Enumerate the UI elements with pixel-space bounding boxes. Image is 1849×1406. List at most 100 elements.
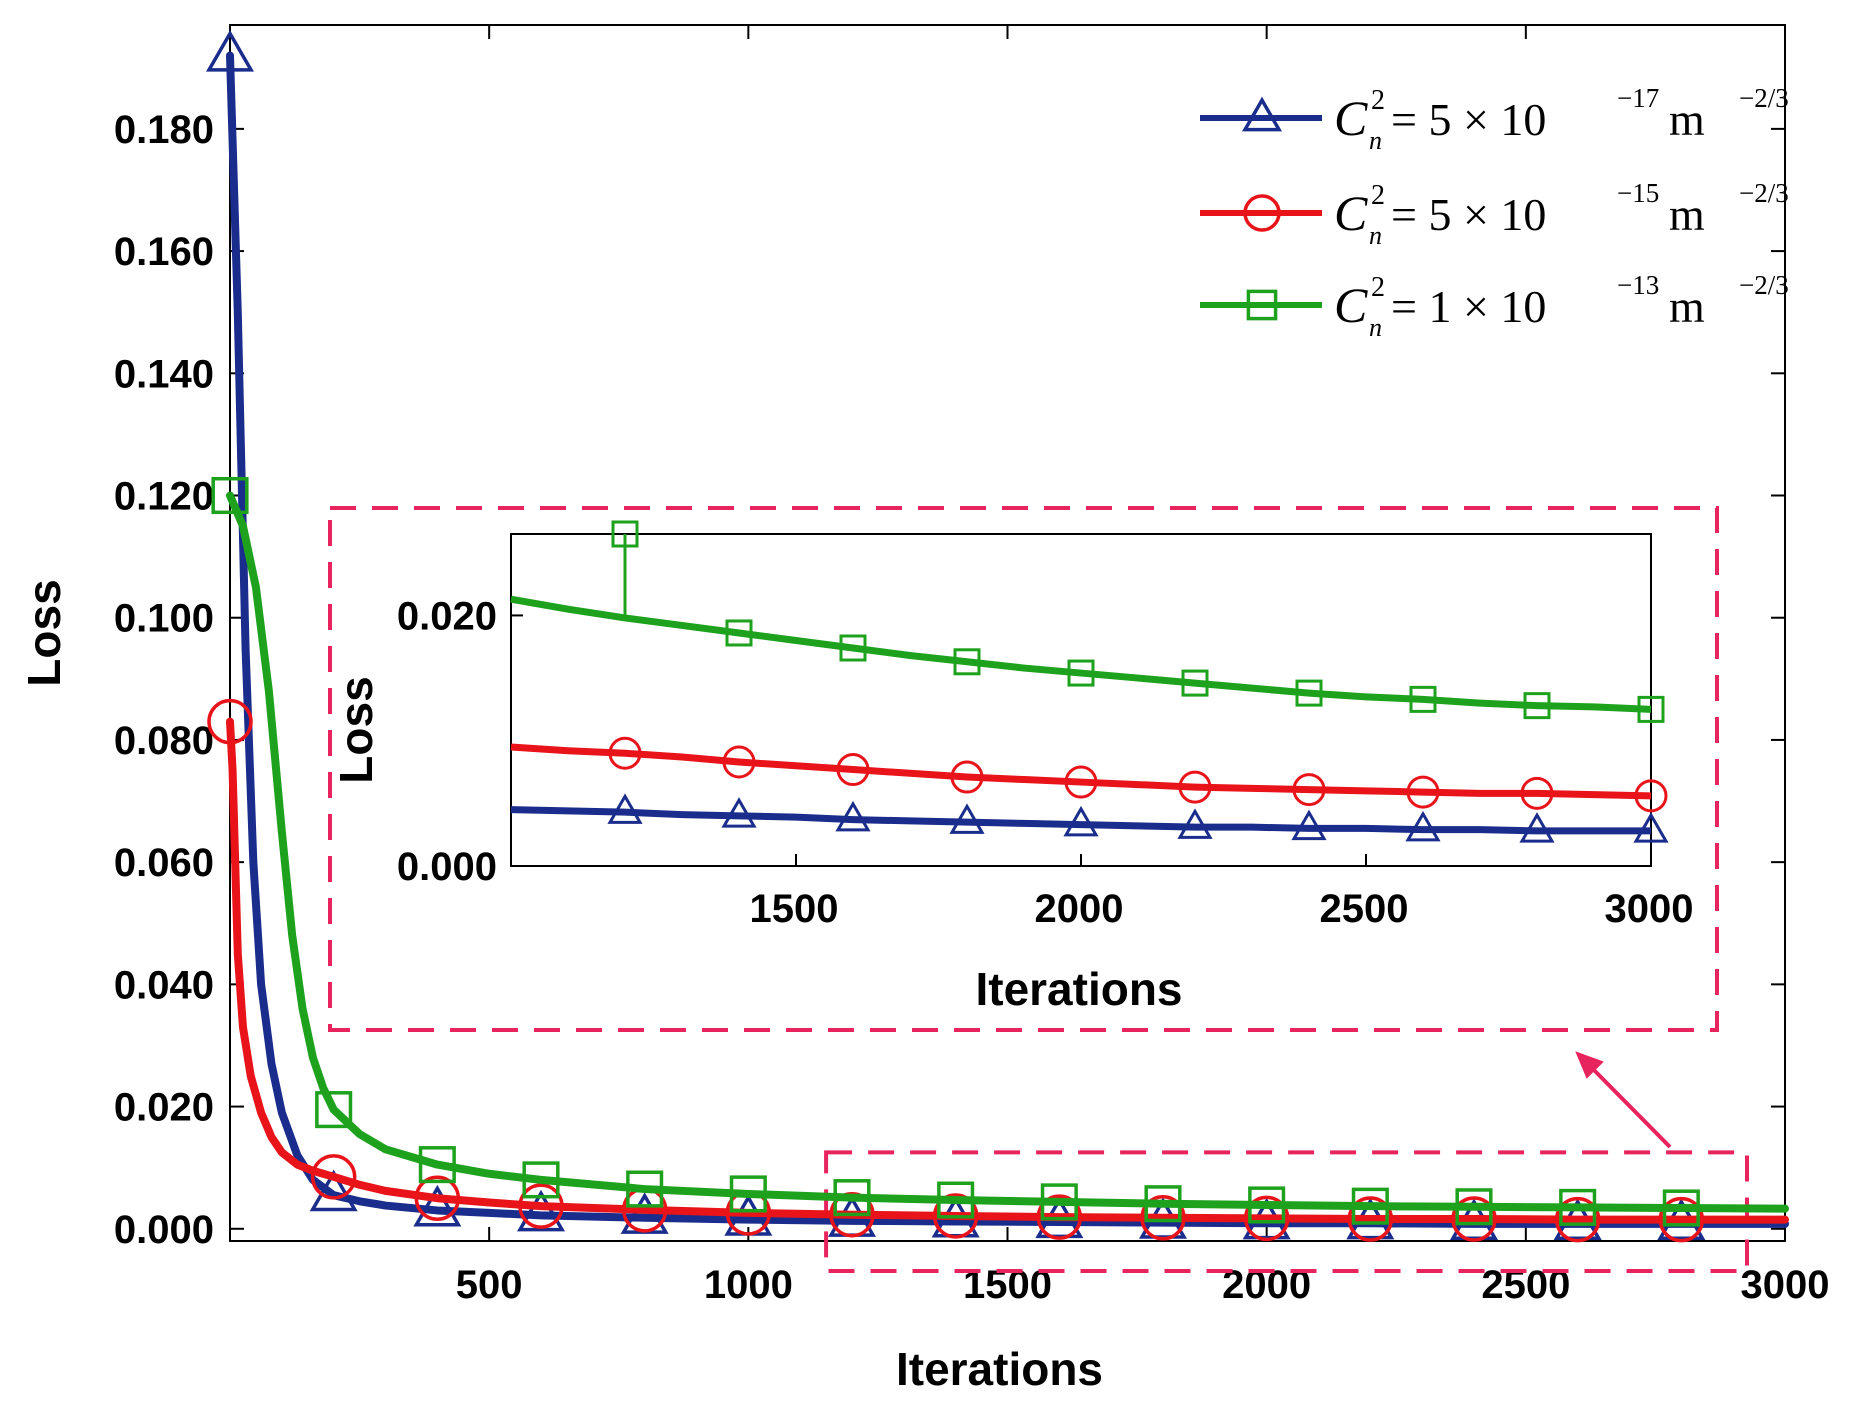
- series-2: [207, 698, 1789, 1243]
- inset-x-tick-label: 2000: [1035, 887, 1124, 931]
- inset-x-tick-label: 1500: [750, 887, 839, 931]
- inset-data-marker: [1064, 765, 1098, 799]
- data-marker: [315, 1091, 353, 1129]
- data-marker: [1144, 1185, 1182, 1223]
- inset-data-marker: [1634, 779, 1668, 813]
- y-tick-label: 0.040: [114, 963, 214, 1007]
- inset-data-marker: [950, 760, 984, 794]
- data-marker: [205, 30, 255, 72]
- inset-data-marker: [1063, 805, 1099, 837]
- legend-equation: = 5 × 10: [1391, 94, 1546, 145]
- y-tick-label: 0.100: [114, 597, 214, 641]
- inset-data-marker: [1177, 808, 1213, 839]
- data-marker: [211, 476, 249, 515]
- data-marker: [413, 1184, 462, 1227]
- inset-data-marker: [1405, 810, 1441, 842]
- inset-data-marker: [1181, 669, 1209, 697]
- data-marker: [1040, 1183, 1078, 1221]
- inset-data-marker: [607, 793, 643, 824]
- data-marker: [1451, 1196, 1497, 1242]
- data-marker: [1658, 1196, 1705, 1243]
- inset-data-marker: [1520, 776, 1554, 810]
- legend-exponent: −13: [1617, 270, 1659, 300]
- inset-data-marker: [725, 619, 753, 647]
- inset-x-tick-label: 2500: [1320, 887, 1409, 931]
- series-line: [226, 717, 1789, 1224]
- legend-unit-exponent: −2/3: [1739, 178, 1789, 208]
- legend-superscript: 2: [1371, 85, 1385, 116]
- legend-entry: C 2 n = 5 × 10 −15 m −2/3: [1200, 178, 1789, 250]
- legend-superscript: 2: [1371, 180, 1385, 211]
- y-tick-label: 0.160: [114, 230, 214, 274]
- inset-series-2: [510, 736, 1668, 813]
- inset-data-marker: [722, 745, 756, 779]
- x-tick-label: 500: [456, 1263, 523, 1307]
- zoom-arrow-head: [1575, 1051, 1604, 1079]
- legend-subscript: n: [1369, 313, 1382, 342]
- legend-exponent: −15: [1617, 178, 1659, 208]
- inset-y-tick-label: 0.000: [397, 845, 497, 889]
- inset-data-marker: [1633, 812, 1669, 843]
- data-marker: [309, 1169, 358, 1212]
- inset-series-line: [510, 595, 1652, 713]
- legend-unit: m: [1669, 281, 1705, 332]
- legend-marker: [1243, 194, 1281, 232]
- legend-unit-exponent: −2/3: [1739, 270, 1789, 300]
- data-marker: [932, 1193, 979, 1239]
- data-marker: [1347, 1196, 1394, 1242]
- inset-data-marker: [839, 634, 867, 662]
- inset-data-marker: [1292, 773, 1326, 807]
- legend-superscript: 2: [1371, 272, 1385, 303]
- inset-data-marker: [949, 803, 985, 834]
- data-marker: [1662, 1189, 1700, 1227]
- inset-data-marker: [1178, 770, 1212, 804]
- data-marker: [207, 698, 253, 745]
- data-marker: [1559, 1188, 1597, 1226]
- data-marker: [518, 1183, 564, 1229]
- inset-data-marker: [1637, 695, 1665, 723]
- y-tick-label: 0.060: [114, 841, 214, 885]
- legend-symbol: C: [1334, 277, 1368, 333]
- inset-series-3: [510, 520, 1665, 723]
- data-marker: [1554, 1196, 1601, 1243]
- legend-exponent: −17: [1617, 83, 1659, 113]
- legend-unit: m: [1669, 189, 1705, 240]
- y-tick-label: 0.120: [114, 475, 214, 519]
- legend-subscript: n: [1369, 221, 1382, 250]
- x-tick-label: 3000: [1741, 1263, 1830, 1307]
- data-marker: [522, 1161, 560, 1199]
- inset-x-axis-label: Iterations: [975, 963, 1182, 1015]
- inset-data-marker: [1291, 809, 1327, 841]
- data-marker: [310, 1154, 357, 1200]
- data-marker: [937, 1181, 975, 1219]
- data-marker: [833, 1179, 871, 1217]
- inset-data-marker: [721, 797, 757, 828]
- zoom-arrow-line: [1588, 1064, 1672, 1149]
- data-marker: [516, 1189, 566, 1232]
- legend-equation: = 5 × 10: [1391, 189, 1546, 240]
- inset-data-marker: [836, 753, 870, 787]
- inset-series-line: [510, 806, 1651, 835]
- legend-symbol: C: [1334, 90, 1368, 146]
- inset-data-marker: [1519, 812, 1555, 843]
- legend-symbol: C: [1334, 185, 1368, 241]
- inset-data-marker: [1406, 775, 1440, 809]
- y-tick-label: 0.020: [114, 1086, 214, 1130]
- inset-chart: 0.000 0.020 1500 2000 2500 3000 Iterations Loss: [330, 520, 1694, 1015]
- data-marker: [729, 1175, 767, 1213]
- inset-data-marker: [608, 736, 642, 770]
- legend-entry: C 2 n = 5 × 10 −17 m −2/3: [1200, 83, 1789, 155]
- y-tick-label: 0.180: [114, 108, 214, 152]
- inset-data-marker: [1409, 685, 1437, 713]
- inset-y-tick-label: 0.020: [397, 594, 497, 638]
- inset-x-tick-label: 3000: [1605, 887, 1694, 931]
- data-marker: [1140, 1195, 1186, 1241]
- inset-y-axis-label: Loss: [330, 676, 382, 783]
- inset-data-marker: [1067, 659, 1095, 687]
- y-tick-label: 0.000: [114, 1208, 214, 1252]
- legend-unit-exponent: −2/3: [1739, 83, 1789, 113]
- data-marker: [418, 1146, 456, 1184]
- inset-data-marker: [1523, 692, 1551, 720]
- data-marker: [1351, 1187, 1389, 1225]
